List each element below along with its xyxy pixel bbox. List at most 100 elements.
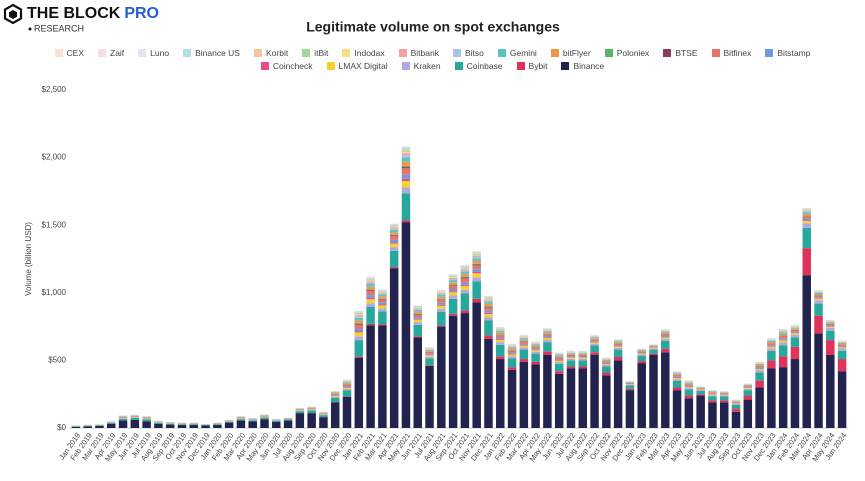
bar-segment [165, 423, 175, 425]
bar-segment [413, 305, 422, 307]
bar-segment [814, 297, 823, 299]
bar-segment [437, 298, 446, 300]
bar-segment [661, 332, 670, 334]
legend-item[interactable]: Coincheck [260, 61, 313, 71]
legend-swatch [401, 62, 410, 70]
legend-swatch [454, 62, 463, 70]
bar-segment [413, 319, 422, 323]
bar-segment [507, 346, 517, 347]
bar-segment [95, 425, 104, 428]
bar-segment [448, 289, 458, 292]
bar-segment [389, 226, 399, 228]
legend-label: itBit [314, 48, 329, 58]
bar-segment [201, 425, 210, 428]
bar-segment [342, 387, 352, 388]
bar-segment [460, 274, 470, 277]
bar-segment [366, 306, 375, 324]
bar-segment [543, 338, 552, 340]
bar-segment [248, 420, 257, 422]
bar-segment [790, 325, 800, 326]
legend-item[interactable]: Poloniex [604, 48, 649, 58]
bar-segment [460, 293, 470, 311]
legend-item[interactable]: Luno [138, 48, 169, 58]
legend-swatch [561, 62, 570, 70]
bar-segment [413, 318, 422, 320]
bar-segment [366, 299, 375, 304]
bar-segment [590, 345, 599, 353]
legend-swatch [342, 49, 351, 57]
legend-item[interactable]: Bybit [516, 61, 547, 71]
bar-segment [437, 292, 446, 294]
bar-segment [272, 420, 281, 422]
bar-segment [342, 381, 352, 382]
bar-segment [755, 364, 764, 366]
bar-segment [637, 351, 646, 353]
bar-segment [507, 350, 517, 353]
legend-item[interactable]: BTSE [663, 48, 698, 58]
legend-item[interactable]: Binance [561, 61, 604, 71]
legend-item[interactable]: Bitfinex [711, 48, 751, 58]
bar-segment [578, 353, 588, 354]
legend-item[interactable]: Indodax [342, 48, 385, 58]
bar-segment [767, 346, 776, 349]
legend-label: Coincheck [272, 61, 313, 71]
bar-segment [460, 289, 470, 294]
bar-segment [519, 338, 529, 340]
bar-segment [696, 388, 705, 389]
bar-segment [342, 379, 352, 381]
bar-segment [661, 337, 670, 339]
bar-segment [507, 356, 517, 359]
bar-segment [484, 306, 493, 308]
bar-segment [566, 355, 576, 357]
legend-item[interactable]: Binance US [183, 48, 240, 58]
legend-item[interactable]: CEX [54, 48, 84, 58]
bar-segment [366, 284, 375, 287]
legend-item[interactable]: Kraken [401, 61, 441, 71]
bar-segment [566, 353, 576, 355]
bar-segment [637, 350, 646, 352]
bar-segment [389, 267, 399, 269]
bar-segment [437, 291, 446, 293]
bar-segment [389, 236, 399, 240]
bar-segment [460, 278, 470, 283]
bar-segment [378, 293, 387, 295]
bar-segment [672, 377, 682, 380]
legend-item[interactable]: Korbit [253, 48, 288, 58]
bar-segment [460, 271, 470, 275]
bar-segment [189, 425, 199, 428]
bar-segment [531, 350, 540, 352]
bar-segment [342, 382, 352, 384]
bar-segment [413, 309, 422, 310]
bar-segment [543, 339, 552, 343]
bar-segment [342, 381, 352, 383]
bar-segment [672, 379, 682, 381]
bar-segment [413, 314, 422, 318]
bar-segment [366, 289, 375, 291]
legend-item[interactable]: Zaif [98, 48, 124, 58]
legend-item[interactable]: bitFlyer [550, 48, 591, 58]
bar-segment [731, 404, 741, 406]
bar-segment [437, 305, 446, 309]
bar-segment [354, 314, 364, 316]
bar-segment [425, 349, 434, 350]
bar-segment [543, 336, 552, 338]
bar-segment [507, 353, 517, 355]
bar-segment [425, 347, 434, 348]
legend-item[interactable]: itBit [302, 48, 328, 58]
bar-segment [401, 180, 411, 188]
bar-segment [366, 277, 375, 279]
bar-segment [637, 353, 646, 355]
bar-segment [531, 351, 540, 354]
legend-item[interactable]: Bitso [452, 48, 484, 58]
legend-item[interactable]: Bitbank [398, 48, 439, 58]
bar-segment [778, 339, 788, 341]
legend-item[interactable]: LMAX Digital [326, 61, 388, 71]
bar-segment [378, 291, 387, 293]
legend-item[interactable]: Coinbase [454, 61, 503, 71]
bar-segment [731, 409, 741, 412]
bar-segment [437, 302, 446, 305]
bar-segment [319, 417, 328, 428]
legend-item[interactable]: Gemini [497, 48, 537, 58]
legend-item[interactable]: Bitstamp [765, 48, 810, 58]
